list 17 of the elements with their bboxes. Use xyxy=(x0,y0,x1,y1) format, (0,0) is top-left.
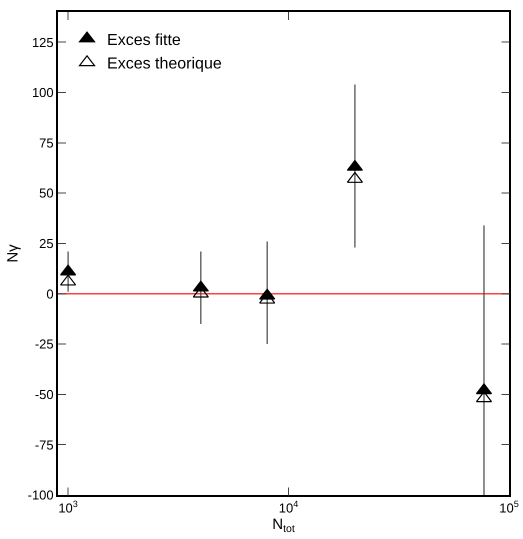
y-tick-label: 125 xyxy=(32,34,54,50)
y-tick-label: 0 xyxy=(46,286,54,302)
y-tick-label: -25 xyxy=(34,336,54,352)
y-tick-label: 100 xyxy=(32,85,54,100)
x-axis-title: N$_{tot}$ xyxy=(272,516,295,535)
legend-label: Exces fitte xyxy=(107,32,181,49)
y-tick-label: -100 xyxy=(28,488,54,503)
y-tick-label: 50 xyxy=(39,186,54,201)
y-tick-label: -75 xyxy=(34,437,54,452)
x-tick-label: 10$^{5}$ xyxy=(499,498,519,516)
y-tick-label: 75 xyxy=(39,135,54,150)
legend-label: Exces theorique xyxy=(107,56,222,73)
y-tick-label: -50 xyxy=(34,386,54,402)
y-tick-label: 25 xyxy=(39,236,54,251)
x-tick-label: 10$^{4}$ xyxy=(278,498,298,516)
y-axis-title: Nγ xyxy=(4,244,22,263)
x-tick-label: 10$^{3}$ xyxy=(58,498,78,516)
